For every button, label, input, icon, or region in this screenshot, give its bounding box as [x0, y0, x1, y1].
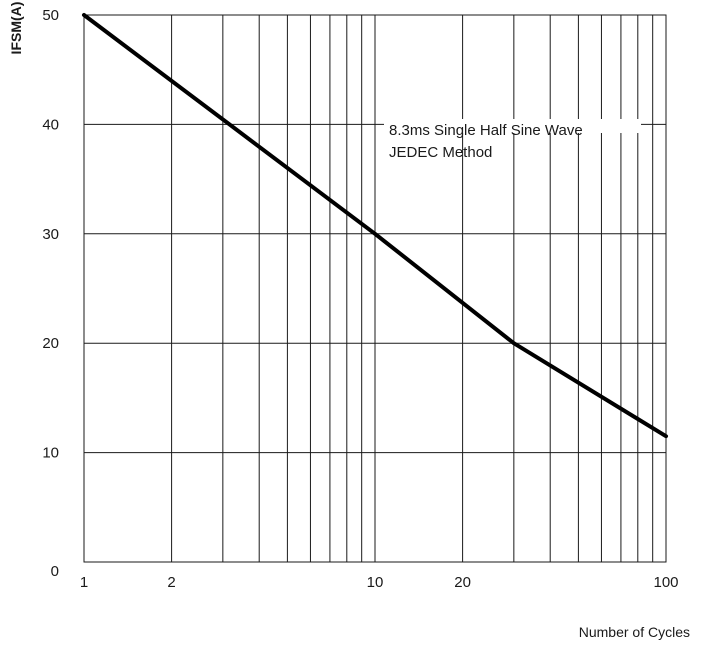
y-tick-label: 0 [51, 563, 59, 580]
x-tick-label: 100 [653, 574, 678, 591]
annotation-background [384, 119, 641, 133]
y-tick-label: 10 [42, 445, 59, 462]
y-axis-label: IFSM(A) [8, 2, 24, 55]
plot-frame [83, 14, 667, 563]
x-tick-label: 1 [80, 574, 88, 591]
y-tick-labels: 0 10 20 30 40 50 [42, 7, 59, 580]
x-tick-label: 20 [454, 574, 471, 591]
x-axis-label: Number of Cycles [579, 624, 690, 640]
x-tick-label: 10 [367, 574, 384, 591]
x-tick-label: 2 [167, 574, 175, 591]
x-tick-labels: 1 2 10 20 100 [80, 574, 679, 591]
y-tick-label: 30 [42, 226, 59, 243]
series-line [82, 13, 668, 439]
annotation-line-2: JEDEC Method [389, 144, 492, 161]
annotation-line-1: 8.3ms Single Half Sine Wave [389, 122, 583, 139]
grid-lines [84, 15, 666, 562]
y-tick-label: 50 [42, 7, 59, 24]
y-tick-label: 20 [42, 335, 59, 352]
y-tick-label: 40 [42, 116, 59, 133]
